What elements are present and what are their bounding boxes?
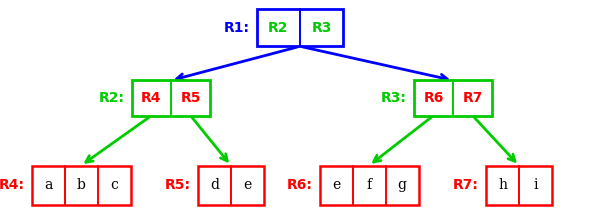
Text: R1:: R1: (224, 21, 250, 35)
Text: R5:: R5: (165, 178, 191, 192)
Text: e: e (244, 178, 251, 192)
Text: c: c (110, 178, 118, 192)
Text: R4: R4 (141, 91, 162, 105)
Text: R6: R6 (424, 91, 443, 105)
Text: b: b (77, 178, 85, 192)
Bar (414, 80, 492, 115)
Text: R5: R5 (180, 91, 201, 105)
Text: i: i (533, 178, 538, 192)
Bar (132, 80, 210, 115)
Text: a: a (44, 178, 52, 192)
Text: R2:: R2: (99, 91, 125, 105)
Text: R2: R2 (268, 21, 289, 35)
Text: R7:: R7: (453, 178, 479, 192)
Text: R7: R7 (463, 91, 482, 105)
Text: d: d (210, 178, 219, 192)
Text: R6:: R6: (286, 178, 312, 192)
Bar (32, 166, 131, 205)
Text: h: h (498, 178, 507, 192)
Text: R3:: R3: (381, 91, 407, 105)
Text: R4:: R4: (0, 178, 25, 192)
Text: f: f (367, 178, 371, 192)
Bar (320, 166, 419, 205)
Text: R3: R3 (311, 21, 332, 35)
Bar (257, 9, 343, 46)
Text: g: g (397, 178, 407, 192)
Bar (198, 166, 264, 205)
Text: e: e (332, 178, 340, 192)
Bar (486, 166, 552, 205)
